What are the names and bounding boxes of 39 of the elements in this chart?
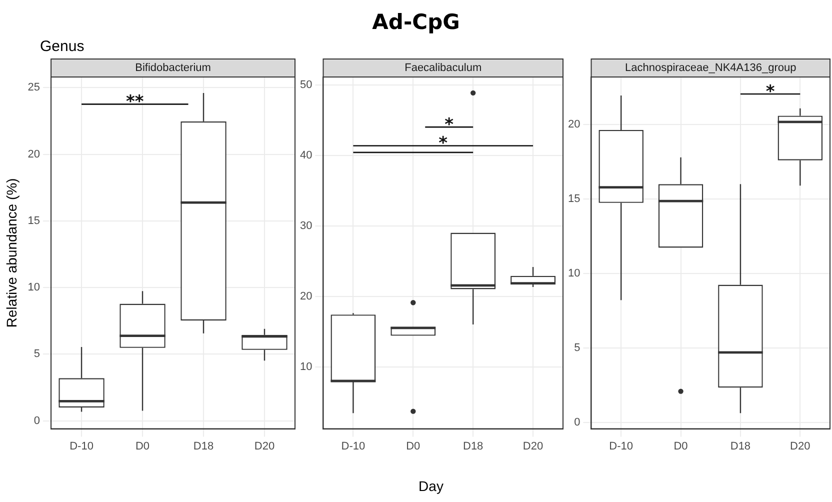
x-axis-title: Day <box>418 478 444 494</box>
y-tick-label: 15 <box>568 193 580 206</box>
y-tick-label: 10 <box>28 282 40 294</box>
chart-subtitle: Lachnospiraceae_NK4A136_group <box>624 62 796 74</box>
y-tick-label: 20 <box>28 148 40 160</box>
chart-subtitle: Faecalibaculum <box>404 62 482 74</box>
x-tick-label: D-10 <box>609 440 634 452</box>
y-tick-label: 50 <box>300 78 312 91</box>
y-axis-title: Relative abundance (%) <box>3 178 20 328</box>
x-tick-label: D18 <box>730 440 751 452</box>
x-tick-label: D18 <box>193 440 214 452</box>
annotation: ** <box>126 92 144 112</box>
text: Genus <box>40 38 84 55</box>
y-tick-label: 20 <box>300 290 312 302</box>
chart-title: Ad-CpG <box>371 10 461 34</box>
y-tick-label: 30 <box>300 220 312 232</box>
x-tick-label: D-10 <box>70 440 94 452</box>
y-tick-label: 10 <box>300 360 312 373</box>
x-tick-label: D0 <box>135 440 150 452</box>
x-tick-label: D0 <box>406 440 420 452</box>
y-tick-label: 10 <box>568 267 580 280</box>
x-tick-label: D-10 <box>341 440 366 452</box>
y-tick-label: 20 <box>568 118 580 131</box>
y-tick-label: 25 <box>28 82 40 94</box>
x-tick-label: D20 <box>522 440 544 452</box>
x-tick-label: D0 <box>674 440 688 452</box>
y-tick-label: 0 <box>34 414 40 427</box>
annotation: * <box>438 134 448 154</box>
y-tick-label: 5 <box>574 342 580 354</box>
y-tick-label: 40 <box>300 149 312 162</box>
annotation: * <box>444 115 454 136</box>
x-tick-label: D18 <box>462 440 484 452</box>
chart-subtitle: Bifidobacterium <box>135 62 211 74</box>
x-tick-label: D20 <box>254 440 275 452</box>
annotation: * <box>766 82 775 102</box>
y-tick-label: 5 <box>34 348 40 360</box>
y-tick-label: 0 <box>574 416 580 428</box>
x-tick-label: D20 <box>790 440 810 452</box>
y-tick-label: 15 <box>28 214 40 227</box>
